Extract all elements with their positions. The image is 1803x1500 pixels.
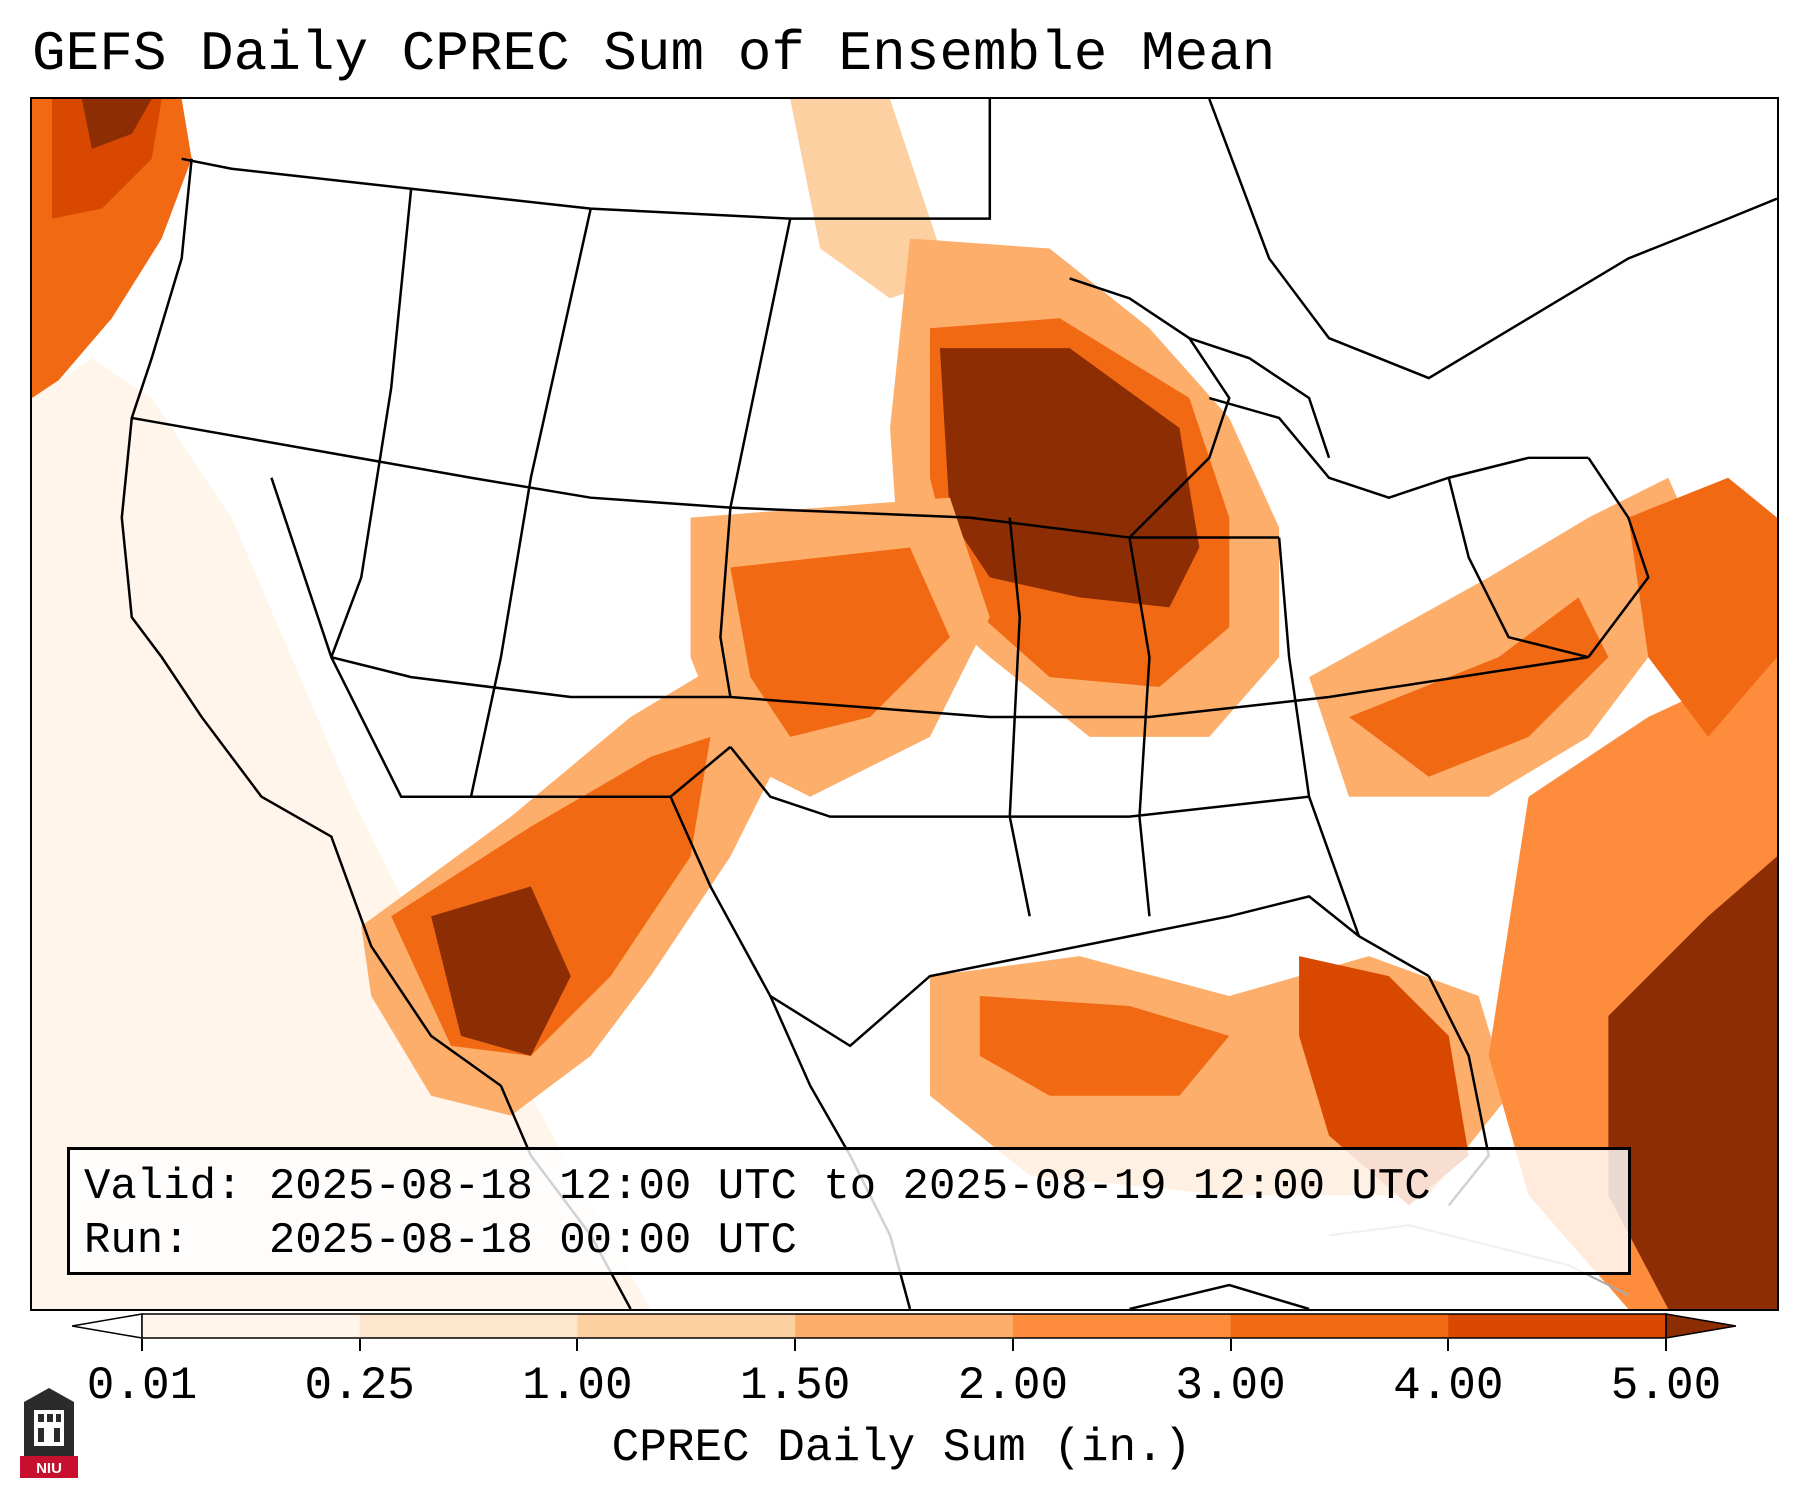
colorbar-tick-mark (1011, 1339, 1014, 1351)
colorbar-tick-mark (1665, 1339, 1667, 1351)
colorbar-label: CPREC Daily Sum (in.) (611, 1422, 1192, 1474)
colorbar-under-arrow (72, 1313, 143, 1339)
colorbar-segment (142, 1314, 361, 1338)
colorbar-outline (141, 1313, 1667, 1339)
map-title: GEFS Daily CPREC Sum of Ensemble Mean (32, 22, 1276, 86)
colorbar-tick-label: 0.01 (86, 1360, 198, 1412)
colorbar-segment (1448, 1314, 1667, 1338)
precip-midwest-core (939, 348, 1200, 608)
colorbar-segment (795, 1314, 1014, 1338)
colorbar-tick-mark (794, 1339, 797, 1351)
niu-logo: NIU (20, 1388, 78, 1478)
colorbar-tick-mark (358, 1339, 361, 1351)
colorbar-segment (1230, 1314, 1449, 1338)
colorbar-tick-mark (1229, 1339, 1232, 1351)
logo-text: NIU (36, 1460, 62, 1477)
colorbar (72, 1313, 1736, 1339)
valid-time-text: Valid: 2025-08-18 12:00 UTC to 2025-08-1… (84, 1162, 1431, 1212)
colorbar-tick-label: 3.00 (1175, 1360, 1286, 1412)
colorbar-over-arrow (1665, 1313, 1736, 1339)
precipitation-field (32, 99, 1777, 1309)
precipitation-map (30, 97, 1779, 1311)
colorbar-tick-label: 5.00 (1610, 1360, 1722, 1412)
colorbar-tick-mark (576, 1339, 579, 1351)
colorbar-tick-label: 1.50 (739, 1360, 851, 1412)
colorbar-segment (359, 1314, 578, 1338)
colorbar-tick-label: 4.00 (1393, 1360, 1504, 1412)
colorbar-segment (577, 1314, 796, 1338)
run-info-box: Valid: 2025-08-18 12:00 UTC to 2025-08-1… (67, 1147, 1631, 1275)
precip-atlantic-core (1608, 856, 1777, 1309)
colorbar-tick-label: 2.00 (957, 1360, 1069, 1412)
colorbar-tick-label: 0.25 (304, 1360, 415, 1412)
colorbar-segment (1012, 1314, 1232, 1338)
precip-southwest-core (431, 886, 571, 1056)
colorbar-tick-label: 1.00 (522, 1360, 633, 1412)
precip-carolinas-core (1348, 597, 1609, 777)
state-boundaries (120, 99, 1777, 1207)
colorbar-tick-mark (141, 1339, 143, 1351)
precip-pacific-nw-max (81, 99, 152, 149)
run-time-text: Run: 2025-08-18 00:00 UTC (84, 1216, 797, 1266)
precip-gulf-coast-core (979, 996, 1230, 1096)
map-canvas (32, 99, 1777, 1309)
colorbar-tick-mark (1447, 1339, 1450, 1351)
precip-offshore-east (1628, 477, 1777, 737)
precip-central-plains-core (730, 547, 950, 737)
precip-florida (1299, 956, 1469, 1206)
